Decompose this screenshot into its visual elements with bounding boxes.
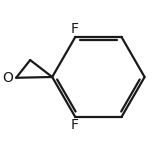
Text: O: O (2, 71, 13, 85)
Text: F: F (71, 118, 79, 132)
Text: F: F (71, 22, 79, 36)
